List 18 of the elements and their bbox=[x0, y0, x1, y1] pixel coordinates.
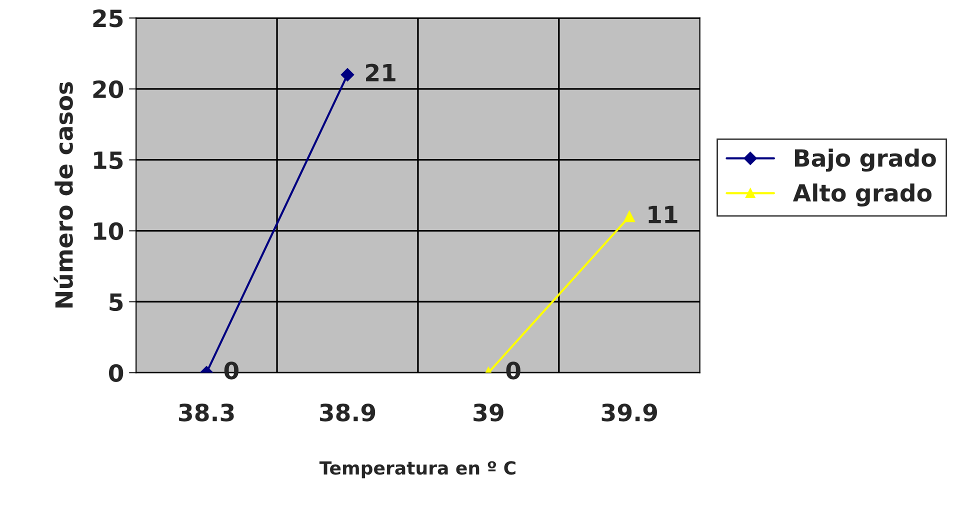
y-tick-label: 0 bbox=[108, 364, 124, 382]
x-tick-label: 39.9 bbox=[602, 404, 657, 422]
x-axis-title: Temperatura en º C bbox=[319, 461, 516, 478]
legend-label: Bajo grado bbox=[795, 148, 936, 172]
data-label: 11 bbox=[648, 206, 678, 224]
x-tick-label: 38.3 bbox=[179, 404, 234, 422]
y-axis-title: Número de casos bbox=[54, 82, 73, 308]
y-tick-label: 25 bbox=[93, 9, 123, 28]
x-tick-label: 38.9 bbox=[320, 404, 376, 422]
point bbox=[624, 211, 635, 222]
legend-label: Alto grado bbox=[792, 183, 932, 207]
x-tick-label: 39 bbox=[474, 404, 504, 422]
y-tick-label: 15 bbox=[94, 152, 123, 170]
point bbox=[340, 68, 354, 82]
y-tick-label: 20 bbox=[93, 80, 124, 98]
data-label: 21 bbox=[366, 64, 396, 82]
y-tick-label: 10 bbox=[94, 222, 124, 240]
y-tick-label: 5 bbox=[110, 293, 123, 312]
